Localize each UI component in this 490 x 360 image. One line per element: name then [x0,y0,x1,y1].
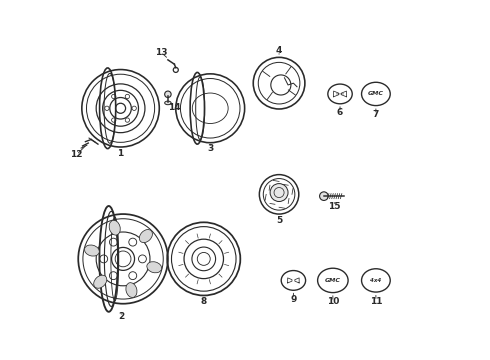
Text: 8: 8 [200,297,207,306]
Text: 14: 14 [168,103,181,112]
Text: 15: 15 [328,202,341,211]
Ellipse shape [139,230,152,243]
Text: 3: 3 [207,144,213,153]
Text: 5: 5 [276,216,282,225]
Ellipse shape [84,245,99,256]
Ellipse shape [109,220,120,235]
Circle shape [270,184,288,202]
Ellipse shape [126,283,137,297]
Text: 4x4: 4x4 [370,278,382,283]
Text: 2: 2 [118,312,124,321]
Ellipse shape [147,262,162,273]
Text: 11: 11 [369,297,382,306]
Text: 4: 4 [276,46,282,55]
Circle shape [165,91,171,98]
Text: 12: 12 [70,150,83,159]
Ellipse shape [94,275,107,288]
Text: 6: 6 [337,108,343,117]
Text: GMC: GMC [325,278,341,283]
Text: GMC: GMC [368,91,384,96]
Text: 13: 13 [155,48,168,57]
Text: 1: 1 [118,149,123,158]
Text: 9: 9 [290,294,296,303]
Ellipse shape [165,101,171,105]
Text: 7: 7 [373,110,379,119]
Text: 10: 10 [327,297,339,306]
Circle shape [319,192,328,201]
